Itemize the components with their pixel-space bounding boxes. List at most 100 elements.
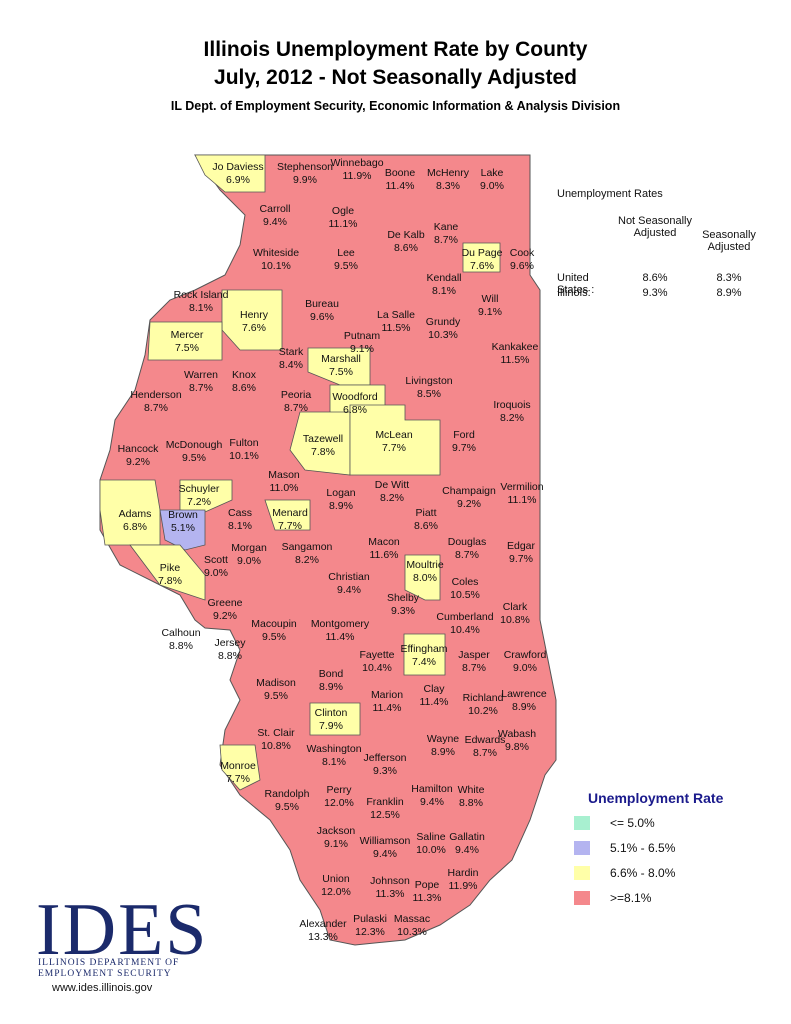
county-region — [349, 404, 441, 476]
legend-swatch — [574, 816, 590, 830]
county-rate: 8.2% — [500, 412, 524, 424]
row-label: Illinois: — [557, 287, 591, 299]
county-name: Fulton — [229, 437, 258, 449]
column-header: Seasonally Adjusted — [702, 229, 756, 253]
legend-label: 6.6% - 8.0% — [610, 866, 676, 880]
county-rate: 9.5% — [262, 631, 286, 643]
county-rate: 7.7% — [278, 520, 302, 532]
county-rate: 8.2% — [295, 554, 319, 566]
county-name: Jersey — [215, 637, 247, 649]
county-region — [289, 411, 351, 476]
county-name: Menard — [272, 507, 308, 519]
county-region — [404, 554, 441, 601]
county-name: Kane — [434, 221, 459, 233]
county-rate: 8.6% — [394, 242, 418, 254]
county-rate: 9.8% — [505, 741, 529, 753]
county-name: Hamilton — [411, 783, 453, 795]
county-rate: 9.2% — [457, 498, 481, 510]
county-name: Franklin — [366, 796, 404, 808]
county-region — [179, 479, 233, 513]
county-region — [129, 544, 206, 601]
county-name: Grundy — [426, 316, 461, 328]
county-name: Moultrie — [406, 559, 444, 571]
rate-value: 8.6% — [642, 272, 668, 284]
title: Illinois Unemployment Rate by County — [203, 38, 588, 61]
county-name: Hardin — [448, 867, 479, 879]
county-rate: 8.6% — [232, 382, 256, 394]
county-name: Edgar — [507, 540, 536, 552]
county-name: Logan — [326, 487, 355, 499]
county-rate: 8.9% — [512, 701, 536, 713]
county-rate: 11.1% — [329, 218, 358, 230]
county-rate: 7.2% — [187, 496, 211, 508]
county-rate: 10.4% — [362, 662, 392, 674]
county-rate: 7.6% — [242, 322, 266, 334]
county-region — [219, 744, 261, 791]
county-rate: 8.9% — [319, 681, 343, 693]
county-name: Coles — [452, 576, 479, 588]
county-name: Whiteside — [253, 247, 299, 259]
county-rate: 6.8% — [123, 521, 147, 533]
county-name: Effingham — [400, 643, 447, 655]
county-name: McDonough — [166, 439, 223, 451]
county-name: Mason — [268, 469, 300, 481]
county-rate: 11.3% — [376, 888, 405, 900]
county-name: Knox — [232, 369, 257, 381]
county-rate: 9.2% — [126, 456, 150, 468]
county-rate: 11.5% — [501, 354, 530, 366]
county-rate: 11.4% — [373, 702, 402, 714]
county-rate: 9.5% — [182, 452, 206, 464]
county-name: Stephenson — [277, 161, 333, 173]
county-name: Randolph — [265, 788, 310, 800]
county-name: Washington — [306, 743, 361, 755]
county-name: Massac — [394, 913, 430, 925]
county-rate: 10.8% — [500, 614, 530, 626]
county-name: Henry — [240, 309, 269, 321]
county-rate: 11.4% — [326, 631, 355, 643]
county-rate: 9.7% — [452, 442, 476, 454]
county-rate: 8.8% — [218, 650, 242, 662]
county-rate: 8.9% — [431, 746, 455, 758]
county-rate: 8.4% — [279, 359, 303, 371]
county-rate: 11.1% — [508, 494, 537, 506]
county-rate: 9.7% — [509, 553, 533, 565]
county-name: Will — [482, 293, 499, 305]
county-name: Jasper — [458, 649, 490, 661]
column-header: Not Seasonally Adjusted — [618, 215, 692, 239]
county-name: Hancock — [118, 443, 160, 455]
county-region — [159, 509, 206, 551]
county-name: Cumberland — [436, 611, 493, 623]
county-rate: 8.7% — [144, 402, 168, 414]
county-rate: 8.1% — [322, 756, 346, 768]
rate-value: 8.3% — [716, 272, 742, 284]
county-name: Bond — [319, 668, 344, 680]
legend-title: Unemployment Rate — [588, 790, 724, 806]
county-rate: 8.9% — [329, 500, 353, 512]
county-rate: 9.6% — [510, 260, 534, 272]
county-rate: 10.0% — [416, 844, 446, 856]
county-name: Monroe — [220, 760, 256, 772]
county-name: Champaign — [442, 485, 496, 497]
county-rate: 7.8% — [311, 446, 335, 458]
county-name: Marion — [371, 689, 403, 701]
county-rate: 10.1% — [261, 260, 291, 272]
row-label: United States : — [557, 272, 595, 296]
county-name: Rock Island — [174, 289, 229, 301]
county-name: Lawrence — [501, 688, 547, 700]
county-name: Schuyler — [179, 483, 220, 495]
logo-mark: IDES — [36, 889, 209, 971]
county-name: Macoupin — [251, 618, 297, 630]
county-name: Lake — [481, 167, 504, 179]
county-name: Richland — [463, 692, 504, 704]
county-rate: 9.5% — [334, 260, 358, 272]
legend-swatch — [574, 891, 590, 905]
county-rate: 12.0% — [321, 886, 351, 898]
county-rate: 8.3% — [436, 180, 460, 192]
county-rate: 8.7% — [434, 234, 458, 246]
county-region — [194, 154, 266, 193]
county-name: Fayette — [359, 649, 394, 661]
county-rate: 10.1% — [229, 450, 259, 462]
county-rate: 9.4% — [337, 584, 361, 596]
county-name: Christian — [328, 571, 370, 583]
county-rate: 11.6% — [370, 549, 399, 561]
